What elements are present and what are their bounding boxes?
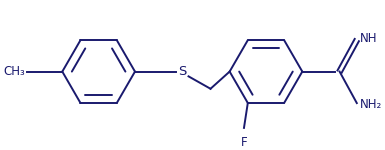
- Text: F: F: [241, 135, 247, 148]
- Text: NH: NH: [360, 32, 377, 45]
- Text: NH₂: NH₂: [360, 99, 382, 111]
- Text: S: S: [177, 65, 186, 78]
- Text: CH₃: CH₃: [3, 65, 25, 78]
